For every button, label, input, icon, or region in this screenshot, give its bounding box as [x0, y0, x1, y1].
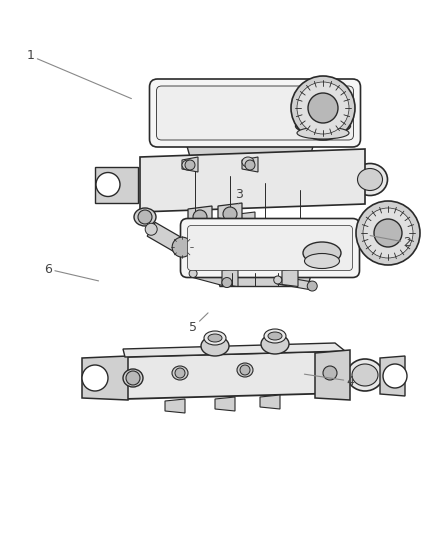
Text: 2: 2	[370, 236, 411, 249]
Ellipse shape	[123, 369, 143, 387]
FancyBboxPatch shape	[187, 225, 353, 271]
Circle shape	[374, 219, 402, 247]
Circle shape	[308, 93, 338, 123]
Circle shape	[145, 223, 157, 235]
Ellipse shape	[261, 334, 289, 354]
Polygon shape	[192, 270, 228, 286]
Circle shape	[175, 368, 185, 378]
Text: 5: 5	[189, 313, 208, 334]
Ellipse shape	[357, 168, 382, 190]
Ellipse shape	[353, 164, 388, 196]
Ellipse shape	[208, 334, 222, 342]
Ellipse shape	[304, 254, 339, 269]
Ellipse shape	[134, 208, 156, 226]
Circle shape	[383, 364, 407, 388]
Ellipse shape	[303, 242, 341, 264]
Polygon shape	[95, 166, 138, 203]
Circle shape	[96, 173, 120, 197]
Polygon shape	[282, 269, 298, 287]
Polygon shape	[182, 157, 198, 172]
Circle shape	[189, 270, 197, 278]
Ellipse shape	[347, 359, 383, 391]
Circle shape	[172, 237, 192, 257]
Polygon shape	[125, 351, 345, 399]
FancyBboxPatch shape	[156, 86, 353, 140]
Circle shape	[245, 160, 255, 170]
Polygon shape	[242, 157, 258, 172]
Polygon shape	[147, 222, 186, 254]
Circle shape	[274, 276, 282, 284]
Ellipse shape	[268, 332, 282, 340]
Circle shape	[223, 207, 237, 221]
Ellipse shape	[172, 366, 188, 380]
Polygon shape	[277, 276, 313, 290]
Polygon shape	[218, 203, 242, 221]
Polygon shape	[315, 350, 350, 400]
FancyBboxPatch shape	[180, 219, 360, 278]
FancyBboxPatch shape	[149, 79, 360, 147]
Polygon shape	[222, 269, 238, 287]
Circle shape	[185, 160, 195, 170]
Polygon shape	[260, 395, 280, 409]
Circle shape	[356, 201, 420, 265]
Text: 6: 6	[44, 263, 99, 281]
Polygon shape	[380, 356, 405, 396]
Polygon shape	[82, 356, 128, 400]
Ellipse shape	[296, 118, 350, 134]
Polygon shape	[185, 139, 315, 157]
Circle shape	[240, 365, 250, 375]
Circle shape	[307, 281, 317, 291]
Ellipse shape	[242, 157, 254, 167]
Polygon shape	[215, 397, 235, 411]
Circle shape	[363, 208, 413, 258]
Ellipse shape	[297, 127, 349, 139]
Ellipse shape	[237, 363, 253, 377]
Polygon shape	[165, 399, 185, 413]
Circle shape	[291, 76, 355, 140]
Ellipse shape	[182, 160, 194, 170]
Circle shape	[138, 210, 152, 224]
Polygon shape	[140, 149, 365, 212]
Ellipse shape	[352, 364, 378, 386]
Circle shape	[193, 210, 207, 224]
Circle shape	[82, 365, 108, 391]
Text: 3: 3	[235, 188, 243, 204]
Ellipse shape	[264, 329, 286, 343]
Polygon shape	[123, 343, 345, 357]
Circle shape	[126, 371, 140, 385]
Circle shape	[323, 366, 337, 380]
Polygon shape	[230, 212, 255, 224]
Polygon shape	[215, 271, 312, 287]
Polygon shape	[188, 206, 212, 224]
Text: 1: 1	[27, 50, 131, 99]
Text: 4: 4	[304, 374, 354, 387]
Ellipse shape	[204, 331, 226, 345]
Circle shape	[297, 82, 349, 134]
Circle shape	[222, 278, 232, 287]
Ellipse shape	[201, 336, 229, 356]
